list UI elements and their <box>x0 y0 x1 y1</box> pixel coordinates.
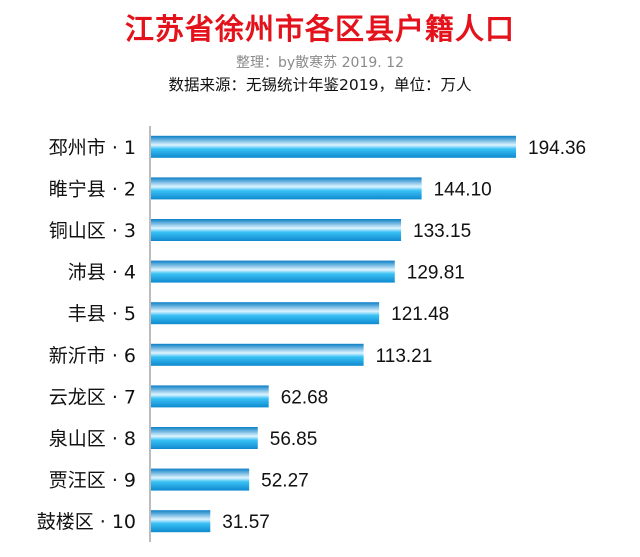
value-label-1: 194.36 <box>528 138 586 159</box>
value-label-3: 133.15 <box>413 221 471 242</box>
chart-credit: 整理：by散寒苏 2019. 12 <box>236 55 404 71</box>
category-label-5: 丰县 · 5 <box>68 303 136 325</box>
bar-9 <box>151 468 250 491</box>
category-label-9: 贾汪区 · 9 <box>49 470 136 492</box>
category-label-4: 沛县 · 4 <box>68 262 136 284</box>
value-label-10: 31.57 <box>222 512 270 533</box>
category-label-3: 铜山区 · 3 <box>49 220 136 242</box>
category-label-7: 云龙区 · 7 <box>49 386 136 408</box>
bar-2 <box>151 177 422 200</box>
bar-3 <box>151 219 402 241</box>
bar-6 <box>151 343 364 366</box>
bar-7 <box>151 385 269 408</box>
value-label-7: 62.68 <box>281 387 329 408</box>
bars-group: 邳州市 · 1 194.36 睢宁县 · 2 144.10 铜山区 · 3 133.15 沛… <box>37 135 586 533</box>
value-label-9: 52.27 <box>261 471 309 492</box>
value-label-6: 113.21 <box>376 346 433 367</box>
value-label-2: 144.10 <box>434 179 492 200</box>
bar-4 <box>151 260 395 283</box>
value-label-8: 56.85 <box>270 429 318 450</box>
category-label-10: 鼓楼区 · 10 <box>37 511 136 533</box>
bar-10 <box>151 510 211 533</box>
category-label-1: 邳州市 · 1 <box>49 137 136 159</box>
category-label-6: 新沂市 · 6 <box>49 345 136 367</box>
chart-source: 数据来源：无锡统计年鉴2019，单位：万人 <box>168 76 472 94</box>
value-label-4: 129.81 <box>407 263 465 284</box>
bar-5 <box>151 302 380 325</box>
chart-title: 江苏省徐州市各区县户籍人口 <box>124 12 515 46</box>
value-label-5: 121.48 <box>391 304 449 325</box>
category-label-2: 睢宁县 · 2 <box>49 178 136 200</box>
bar-8 <box>151 427 258 449</box>
category-label-8: 泉山区 · 8 <box>49 428 136 450</box>
bar-1 <box>151 135 516 158</box>
